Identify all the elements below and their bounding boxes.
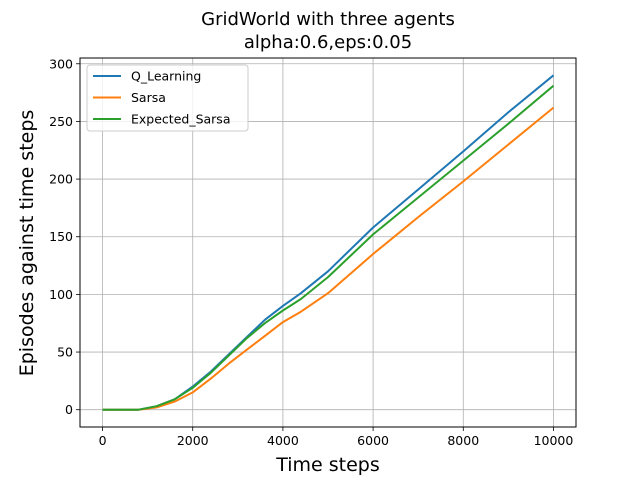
grid — [80, 58, 576, 427]
y-tick-label: 150 — [49, 229, 73, 244]
x-tick-label: 4000 — [267, 433, 299, 448]
tick-group: 0 2000 4000 6000 8000 10000 0 50 100 150 200 250 300 — [49, 56, 573, 448]
y-tick-label: 50 — [57, 345, 73, 360]
legend-box — [86, 64, 249, 132]
legend-label-sarsa: Sarsa — [131, 90, 166, 105]
y-tick-label: 200 — [49, 172, 73, 187]
x-tick-label: 6000 — [357, 433, 389, 448]
series-group — [102, 74, 555, 411]
chart-title: GridWorld with three agents — [201, 9, 455, 30]
legend-label-expected-sarsa: Expected_Sarsa — [131, 112, 230, 127]
y-tick-label: 300 — [49, 56, 73, 71]
legend-label-q-learning: Q_Learning — [131, 69, 201, 84]
series-line-sarsa — [102, 106, 555, 411]
x-tick-label: 10000 — [534, 433, 574, 448]
x-tick-label: 2000 — [177, 433, 209, 448]
plot-frame — [79, 57, 577, 428]
x-tick-label: 0 — [99, 433, 107, 448]
y-tick-label: 0 — [65, 402, 73, 417]
series-line-expected-sarsa — [102, 84, 555, 411]
legend: Q_Learning Sarsa Expected_Sarsa — [86, 64, 249, 132]
chart-subtitle: alpha:0.6,eps:0.05 — [244, 32, 412, 53]
x-axis-label: Time steps — [275, 454, 380, 476]
y-tick-label: 250 — [49, 114, 73, 129]
y-axis-label: Episodes against time steps — [16, 110, 38, 377]
y-tick-label: 100 — [49, 287, 73, 302]
x-tick-label: 8000 — [447, 433, 479, 448]
